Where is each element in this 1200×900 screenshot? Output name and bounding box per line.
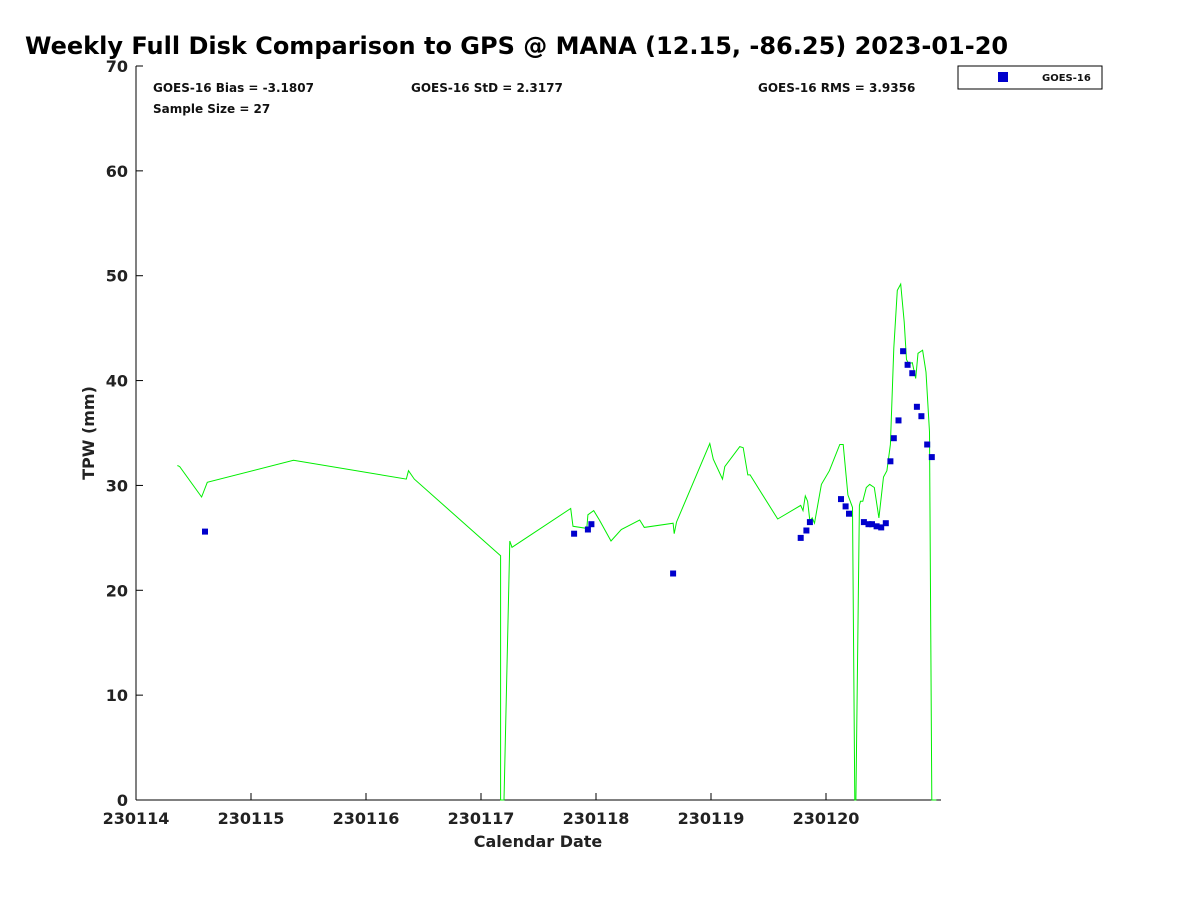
goes16-point: [842, 503, 849, 510]
stats-box: GOES-16 Bias = -3.1807 GOES-16 StD = 2.3…: [153, 81, 915, 116]
x-tick-label: 230118: [563, 809, 630, 828]
y-tick-label: 40: [106, 372, 128, 391]
goes16-point: [865, 521, 872, 528]
x-tick-label: 230117: [448, 809, 515, 828]
y-tick-label: 30: [106, 476, 128, 495]
x-tick-label: 230115: [218, 809, 285, 828]
legend-label-goes16: GOES-16: [1042, 73, 1091, 84]
goes16-point: [913, 403, 920, 410]
goes16-point: [202, 528, 208, 535]
goes16-point: [571, 530, 578, 537]
goes16-series: [202, 348, 935, 577]
stat-bias: GOES-16 Bias = -3.1807: [153, 81, 314, 95]
goes16-point: [797, 534, 804, 541]
goes16-point: [887, 458, 894, 465]
y-tick-label: 0: [117, 791, 128, 810]
goes16-point: [882, 520, 889, 527]
goes16-point: [904, 361, 911, 368]
goes16-point: [890, 435, 897, 442]
goes16-point: [895, 417, 902, 424]
x-tick-label: 230119: [678, 809, 745, 828]
chart-title: Weekly Full Disk Comparison to GPS @ MAN…: [25, 32, 1008, 60]
goes16-point: [909, 370, 916, 377]
goes16-point: [900, 348, 907, 355]
goes16-point: [878, 524, 885, 531]
gps-series: [177, 282, 937, 801]
x-axis-ticks: 230114 230115 230116 230117 230118 230119 2301…: [103, 793, 860, 828]
y-tick-label: 20: [106, 581, 128, 600]
goes16-point: [838, 496, 844, 503]
plot-background: [136, 66, 941, 800]
x-axis-label: Calendar Date: [474, 832, 603, 851]
goes16-point: [846, 510, 852, 517]
goes16-point: [869, 521, 875, 528]
goes16-point: [918, 413, 925, 420]
gps-line: [177, 282, 937, 801]
y-tick-label: 60: [106, 162, 128, 181]
goes16-point: [860, 519, 867, 526]
x-tick-label: 230120: [793, 809, 860, 828]
goes16-point: [588, 521, 595, 528]
goes16-point: [873, 523, 880, 530]
x-tick-label: 230116: [333, 809, 400, 828]
legend-marker-goes16: [998, 72, 1008, 82]
y-tick-label: 50: [106, 267, 128, 286]
legend-box: [957, 65, 1103, 90]
goes16-point: [928, 454, 935, 461]
goes16-point: [584, 526, 591, 533]
goes16-point: [670, 570, 677, 577]
plot-area: [135, 66, 941, 801]
stat-std: GOES-16 StD = 2.3177: [411, 81, 563, 95]
stat-sample-size: Sample Size = 27: [153, 102, 270, 116]
goes16-point: [806, 519, 813, 526]
legend: GOES-16: [957, 65, 1103, 90]
y-axis-ticks: 0 10 20 30 40 50 60 70: [106, 57, 143, 810]
goes16-point: [924, 441, 931, 448]
y-tick-label: 10: [106, 686, 128, 705]
y-axis-label: TPW (mm): [79, 386, 98, 480]
x-tick-label: 230114: [103, 809, 170, 828]
goes16-point: [803, 527, 810, 534]
stat-rms: GOES-16 RMS = 3.9356: [758, 81, 915, 95]
y-tick-label: 70: [106, 57, 128, 76]
